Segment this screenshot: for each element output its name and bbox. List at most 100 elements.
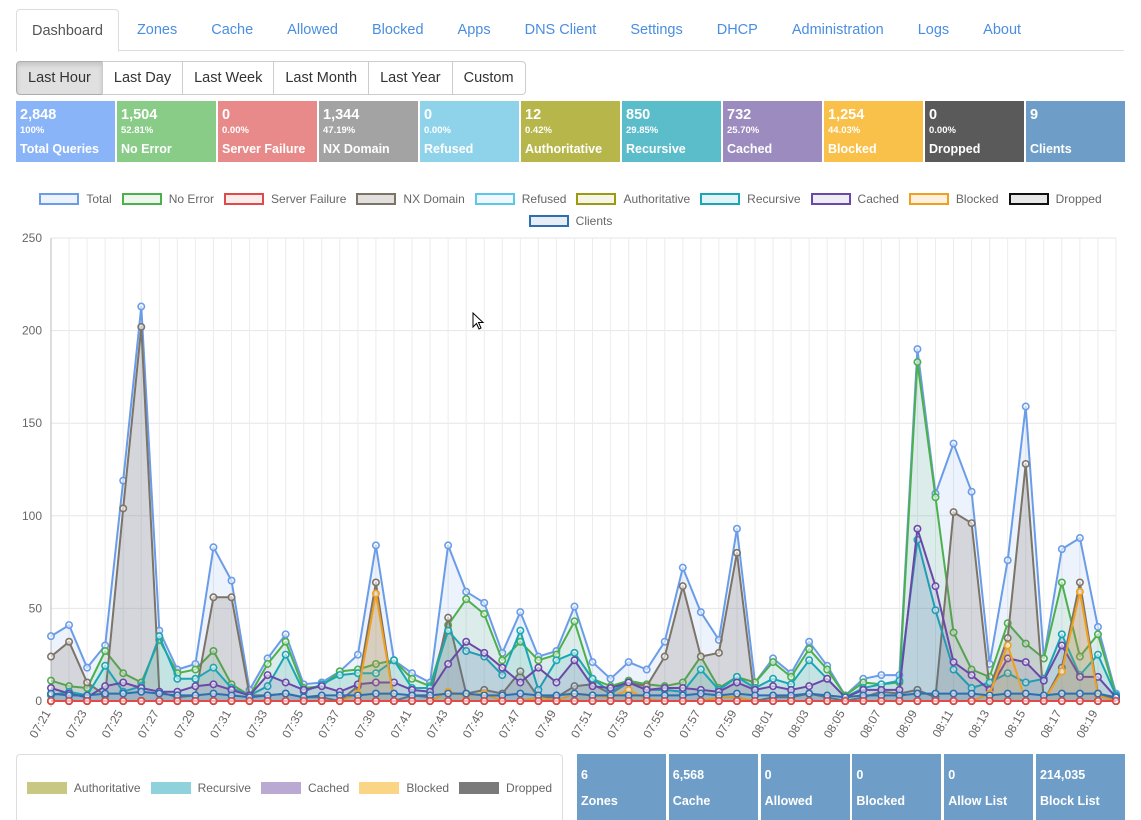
data-point[interactable]: [480, 648, 489, 657]
legend-item-server-failure[interactable]: Server Failure: [224, 192, 346, 206]
range-last-hour-button[interactable]: Last Hour: [16, 61, 103, 95]
range-last-year-button[interactable]: Last Year: [368, 61, 453, 95]
data-point[interactable]: [335, 671, 344, 680]
data-point[interactable]: [119, 669, 128, 678]
data-point[interactable]: [353, 696, 362, 705]
legend-item-recursive[interactable]: Recursive: [700, 192, 801, 206]
data-point[interactable]: [444, 696, 453, 705]
data-point[interactable]: [696, 652, 705, 661]
data-point[interactable]: [263, 659, 272, 668]
data-point[interactable]: [1075, 689, 1084, 698]
data-point[interactable]: [823, 674, 832, 683]
data-point[interactable]: [371, 696, 380, 705]
data-point[interactable]: [1057, 630, 1066, 639]
data-point[interactable]: [967, 519, 976, 528]
data-point[interactable]: [1093, 696, 1102, 705]
data-point[interactable]: [624, 696, 633, 705]
data-point[interactable]: [823, 665, 832, 674]
legend-item-clients[interactable]: Clients: [528, 214, 612, 228]
tab-apps[interactable]: Apps: [457, 22, 491, 38]
data-point[interactable]: [1057, 545, 1066, 554]
data-point[interactable]: [101, 661, 110, 670]
data-point[interactable]: [732, 548, 741, 557]
data-point[interactable]: [769, 696, 778, 705]
data-point[interactable]: [209, 689, 218, 698]
data-point[interactable]: [769, 682, 778, 691]
data-point[interactable]: [714, 696, 723, 705]
data-point[interactable]: [570, 617, 579, 626]
data-point[interactable]: [859, 696, 868, 705]
data-point[interactable]: [65, 696, 74, 705]
data-point[interactable]: [787, 672, 796, 681]
data-point[interactable]: [371, 578, 380, 587]
data-point[interactable]: [570, 696, 579, 705]
tab-zones[interactable]: Zones: [136, 22, 178, 38]
data-point[interactable]: [642, 696, 651, 705]
data-point[interactable]: [516, 667, 525, 676]
data-point[interactable]: [534, 696, 543, 705]
data-point[interactable]: [534, 656, 543, 665]
data-point[interactable]: [949, 658, 958, 667]
data-point[interactable]: [191, 674, 200, 683]
data-point[interactable]: [462, 595, 471, 604]
data-point[interactable]: [570, 648, 579, 657]
data-point[interactable]: [1093, 622, 1102, 631]
data-point[interactable]: [570, 602, 579, 611]
pie-legend-item-authoritative[interactable]: Authoritative: [26, 777, 141, 799]
data-point[interactable]: [1093, 689, 1102, 698]
data-point[interactable]: [931, 493, 940, 502]
tab-dns-client[interactable]: DNS Client: [524, 22, 597, 38]
range-last-week-button[interactable]: Last Week: [182, 61, 275, 95]
data-point[interactable]: [498, 671, 507, 680]
data-point[interactable]: [335, 696, 344, 705]
data-point[interactable]: [1057, 667, 1066, 676]
data-point[interactable]: [552, 656, 561, 665]
data-point[interactable]: [1039, 696, 1048, 705]
data-point[interactable]: [678, 696, 687, 705]
data-point[interactable]: [46, 652, 55, 661]
data-point[interactable]: [119, 689, 128, 698]
legend-item-total[interactable]: Total: [39, 192, 112, 206]
tab-about[interactable]: About: [983, 22, 1022, 38]
data-point[interactable]: [101, 646, 110, 655]
range-last-month-button[interactable]: Last Month: [273, 61, 370, 95]
data-point[interactable]: [371, 689, 380, 698]
data-point[interactable]: [606, 674, 615, 683]
data-point[interactable]: [913, 345, 922, 354]
pie-legend-item-blocked[interactable]: Blocked: [359, 777, 449, 799]
data-point[interactable]: [83, 678, 92, 687]
data-point[interactable]: [137, 302, 146, 311]
data-point[interactable]: [931, 696, 940, 705]
data-point[interactable]: [624, 678, 633, 687]
tab-settings[interactable]: Settings: [630, 22, 683, 38]
data-point[interactable]: [155, 696, 164, 705]
data-point[interactable]: [750, 696, 759, 705]
data-point[interactable]: [227, 696, 236, 705]
data-point[interactable]: [570, 689, 579, 698]
data-point[interactable]: [1112, 696, 1121, 705]
data-point[interactable]: [1003, 556, 1012, 565]
data-point[interactable]: [913, 696, 922, 705]
data-point[interactable]: [949, 628, 958, 637]
data-point[interactable]: [805, 656, 814, 665]
data-point[interactable]: [317, 696, 326, 705]
data-point[interactable]: [1021, 689, 1030, 698]
data-point[interactable]: [516, 608, 525, 617]
data-point[interactable]: [1021, 459, 1030, 468]
pie-legend-item-cached[interactable]: Cached: [260, 777, 349, 799]
data-point[interactable]: [805, 637, 814, 646]
data-point[interactable]: [480, 696, 489, 705]
data-point[interactable]: [913, 689, 922, 698]
tab-administration[interactable]: Administration: [791, 22, 884, 38]
data-point[interactable]: [173, 674, 182, 683]
data-point[interactable]: [371, 589, 380, 598]
range-custom-button[interactable]: Custom: [451, 61, 526, 95]
data-point[interactable]: [1057, 578, 1066, 587]
legend-item-dropped[interactable]: Dropped: [1008, 192, 1102, 206]
data-point[interactable]: [227, 593, 236, 602]
data-point[interactable]: [281, 678, 290, 687]
legend-item-blocked[interactable]: Blocked: [908, 192, 999, 206]
range-last-day-button[interactable]: Last Day: [101, 61, 184, 95]
data-point[interactable]: [895, 696, 904, 705]
data-point[interactable]: [732, 696, 741, 705]
